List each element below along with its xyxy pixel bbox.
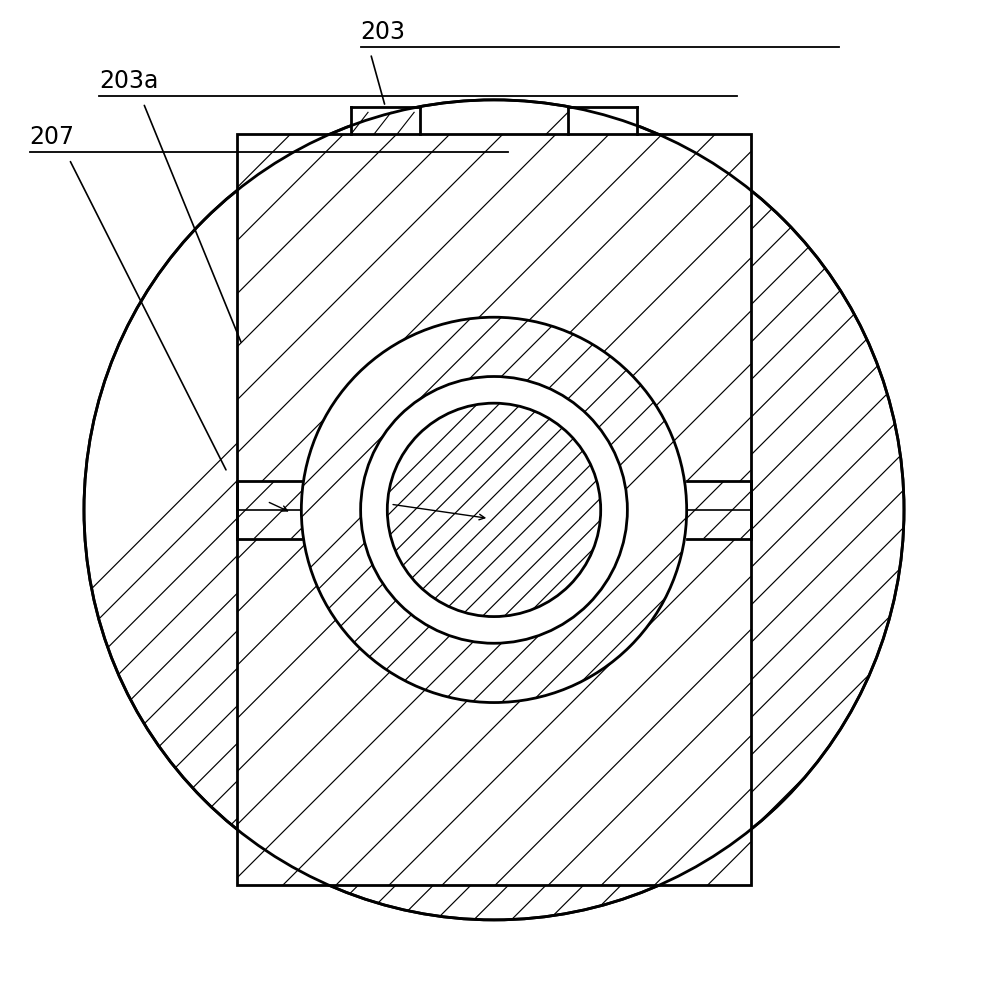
- Text: 207: 207: [30, 125, 75, 149]
- Bar: [237, 134, 751, 885]
- Text: 203a: 203a: [99, 69, 158, 93]
- Bar: [237, 134, 751, 885]
- Bar: [351, 107, 420, 134]
- Bar: [237, 481, 751, 539]
- Circle shape: [361, 376, 627, 643]
- Circle shape: [301, 317, 687, 703]
- Text: 203: 203: [361, 20, 406, 44]
- Bar: [568, 107, 637, 134]
- Circle shape: [84, 100, 904, 920]
